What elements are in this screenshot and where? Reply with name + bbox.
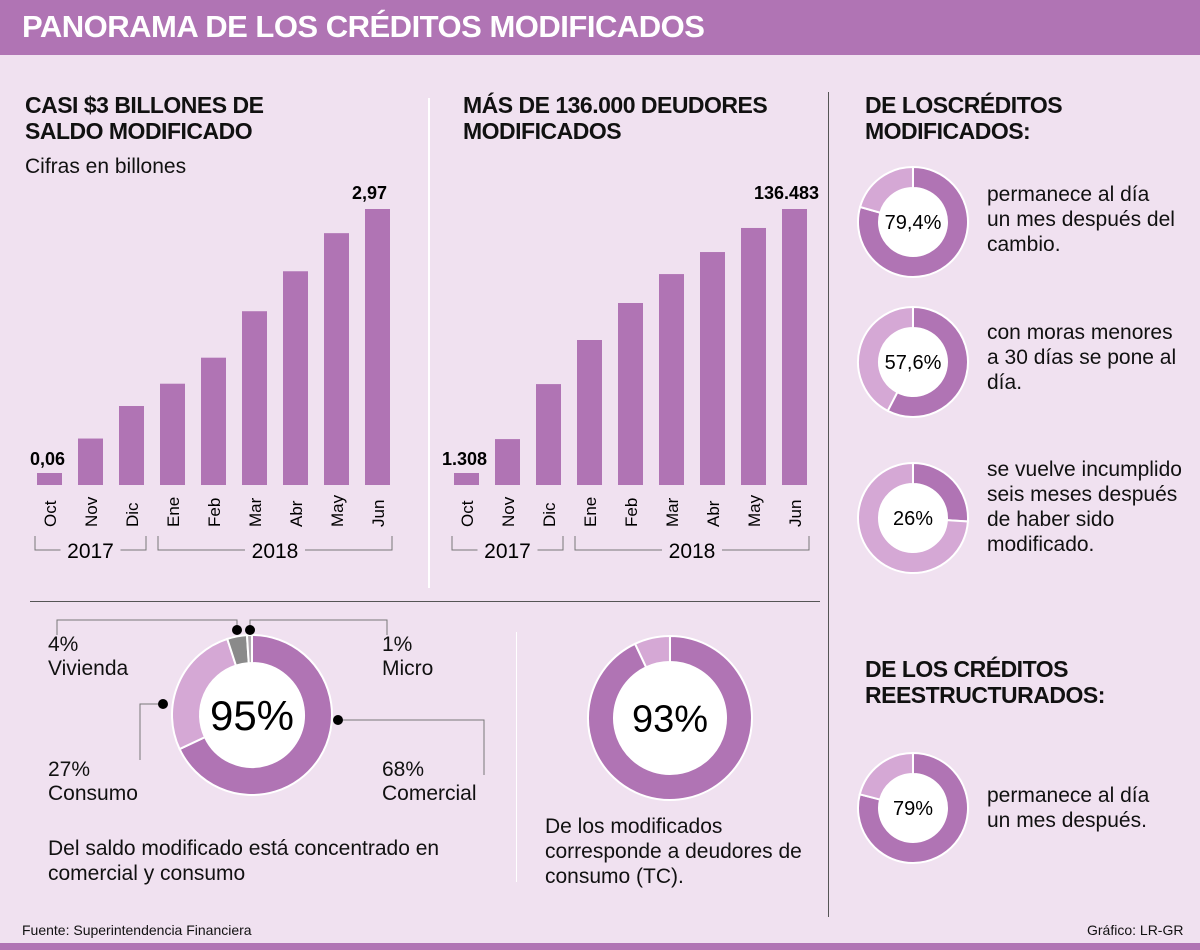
leader-line xyxy=(139,703,163,760)
bar-ene xyxy=(577,340,602,485)
year-label-bg xyxy=(245,538,305,562)
leader-dot xyxy=(245,625,255,635)
bar-dic xyxy=(119,406,144,485)
bar-abr xyxy=(283,271,308,485)
bar-may xyxy=(324,233,349,485)
divider xyxy=(428,98,430,588)
bar-jun xyxy=(365,209,390,485)
modified-text-3: se vuelve incumplido seis meses después … xyxy=(987,458,1182,556)
data-label: 136.483 xyxy=(754,183,819,203)
modified-donut-1-hole xyxy=(879,188,947,256)
chart2-title: MÁS DE 136.000 DEUDORES MODIFICADOS xyxy=(463,92,768,144)
data-label: 0,06 xyxy=(30,449,65,469)
bar-nov xyxy=(495,439,520,485)
leader-line xyxy=(249,619,388,635)
year-label: 2017 xyxy=(484,540,531,563)
micro-label: Micro xyxy=(382,657,434,680)
year-label: 2018 xyxy=(669,540,716,563)
tick-label: Abr xyxy=(704,500,723,527)
tick-label: Dic xyxy=(123,502,142,527)
credit-note: Gráfico: LR-GR xyxy=(1087,922,1184,938)
modified-text-1: permanece al día un mes después del camb… xyxy=(987,183,1175,256)
tick-label: Nov xyxy=(82,496,101,527)
tick-label: Oct xyxy=(41,500,60,527)
leader-dot xyxy=(232,625,242,635)
tick-label: Mar xyxy=(246,497,265,527)
bar-dic xyxy=(536,384,561,485)
modified-donut-1-label: 79,4% xyxy=(885,212,942,234)
tick-label: Feb xyxy=(622,498,641,527)
data-label: 2,97 xyxy=(352,183,387,203)
comercial-label: Comercial xyxy=(382,782,477,805)
page-title: PANORAMA DE LOS CRÉDITOS MODIFICADOS xyxy=(22,9,705,44)
donut2-caption: De los modificados corresponde a deudore… xyxy=(545,815,802,888)
leader-dot xyxy=(158,699,168,709)
vivienda-label: Vivienda xyxy=(48,657,129,680)
bar-jun xyxy=(782,209,807,485)
bar-nov xyxy=(78,438,103,485)
bar-feb xyxy=(201,357,226,485)
tick-label: Feb xyxy=(205,498,224,527)
micro-pct: 1% xyxy=(382,633,413,656)
consumo-label: Consumo xyxy=(48,782,138,805)
tick-label: May xyxy=(328,494,347,527)
bar-mar xyxy=(659,274,684,485)
chart1-subtitle: Cifras en billones xyxy=(25,155,187,178)
modified-donut-3-hole xyxy=(879,484,947,552)
consumo-pct: 27% xyxy=(48,758,91,781)
bar-oct xyxy=(37,473,62,485)
bar-ene xyxy=(160,383,185,485)
tick-label: Oct xyxy=(458,500,477,527)
modified-donut-2-label: 57,6% xyxy=(885,352,942,374)
tick-label: Nov xyxy=(499,496,518,527)
tick-label: Dic xyxy=(540,502,559,527)
divider xyxy=(30,601,820,602)
year-label-bg xyxy=(662,538,722,562)
restructured-title: DE LOS CRÉDITOS REESTRUCTURADOS: xyxy=(865,656,1105,708)
tick-label: Jun xyxy=(369,500,388,527)
year-label: 2017 xyxy=(67,540,114,563)
footer-bar xyxy=(0,943,1200,950)
modified-text-2: con moras menores a 30 días se pone al d… xyxy=(987,321,1177,394)
source-note: Fuente: Superintendencia Financiera xyxy=(22,922,252,938)
modified-title: DE LOSCRÉDITOS MODIFICADOS: xyxy=(865,92,1063,144)
divider xyxy=(516,632,517,882)
restructured-donut-label: 79% xyxy=(893,798,933,820)
year-label: 2018 xyxy=(252,540,299,563)
year-label-bg xyxy=(477,538,538,562)
tick-label: Ene xyxy=(581,497,600,527)
bar-abr xyxy=(700,252,725,485)
year-label-bg xyxy=(60,538,121,562)
leader-line xyxy=(56,619,238,635)
leader-line xyxy=(338,719,485,775)
consumo-donut-hole xyxy=(614,662,726,774)
donut-hole xyxy=(200,663,304,767)
comercial-pct: 68% xyxy=(382,758,425,781)
donut-center-label: 95% xyxy=(210,692,294,739)
tick-label: Jun xyxy=(786,500,805,527)
leader-dot xyxy=(333,715,343,725)
vivienda-pct: 4% xyxy=(48,633,79,656)
tick-label: Ene xyxy=(164,497,183,527)
tick-label: Mar xyxy=(663,497,682,527)
data-label: 1.308 xyxy=(442,449,487,469)
header-banner: PANORAMA DE LOS CRÉDITOS MODIFICADOS xyxy=(0,0,1200,55)
restructured-text: permanece al día un mes después. xyxy=(987,784,1150,832)
restructured-donut-hole xyxy=(879,774,947,842)
bar-mar xyxy=(242,311,267,485)
bar-feb xyxy=(618,302,643,485)
bar-oct xyxy=(454,473,479,485)
tick-label: Abr xyxy=(287,500,306,527)
divider xyxy=(828,92,829,917)
tick-label: May xyxy=(745,494,764,527)
consumo-donut-label: 93% xyxy=(632,698,708,740)
bar-may xyxy=(741,227,766,485)
modified-donut-2-hole xyxy=(879,328,947,396)
chart1-title: CASI $3 BILLONES DE SALDO MODIFICADO xyxy=(25,92,264,144)
donut1-caption: Del saldo modificado está concentrado en… xyxy=(48,837,440,885)
slice-micro xyxy=(245,633,253,665)
modified-donut-3-label: 26% xyxy=(893,508,933,530)
